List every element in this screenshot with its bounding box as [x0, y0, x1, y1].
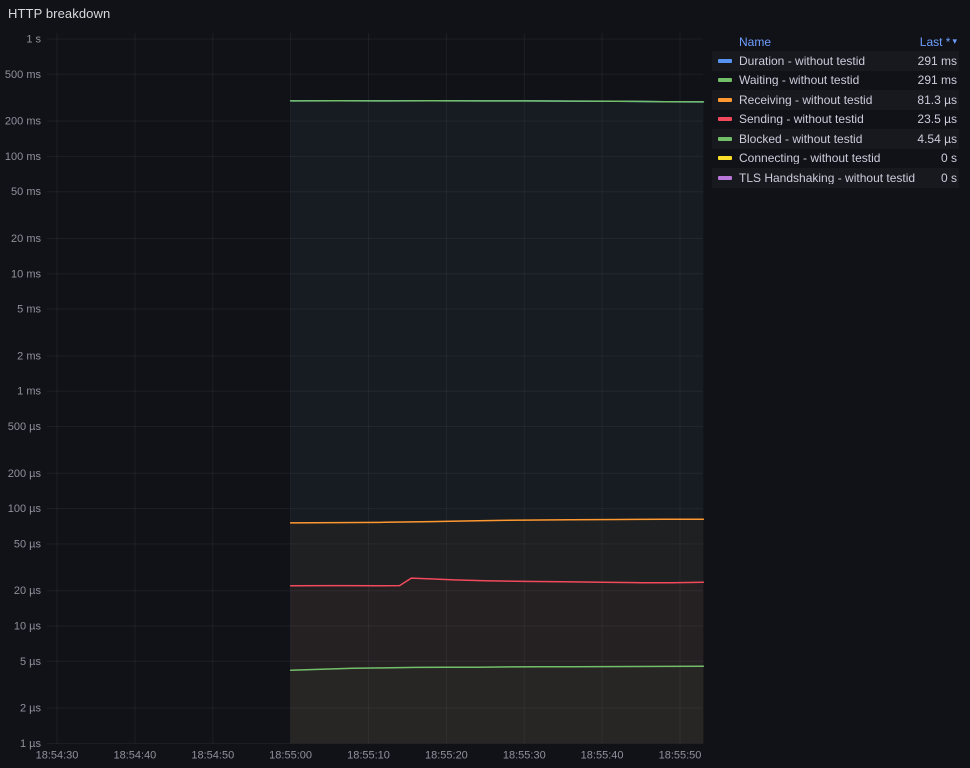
- legend-header-last-label: Last *: [919, 34, 951, 49]
- legend-series-label[interactable]: Connecting - without testid: [739, 152, 881, 165]
- legend-series-value: 4.54 µs: [917, 131, 957, 146]
- x-tick-label: 18:54:30: [36, 750, 79, 762]
- x-axis-labels: 18:54:30 18:54:40 18:54:50 18:55:00 18:55:10…: [36, 750, 702, 762]
- x-tick-label: 18:55:10: [347, 750, 390, 762]
- y-tick-label: 2 ms: [17, 350, 41, 362]
- legend-series-value: 23.5 µs: [917, 112, 957, 127]
- y-tick-label: 200 ms: [5, 116, 42, 128]
- x-tick-label: 18:55:20: [425, 750, 468, 762]
- series-fills: [291, 101, 704, 744]
- series-line-receiving-without-testid: [289, 518, 705, 524]
- legend-rows: Duration - without testid 291 ms Waiting -…: [712, 51, 959, 188]
- legend-series-value: 81.3 µs: [917, 92, 957, 107]
- x-tick-label: 18:55:30: [503, 750, 546, 762]
- legend-row[interactable]: Blocked - without testid 4.54 µs: [712, 129, 959, 149]
- x-tick-label: 18:54:40: [113, 750, 156, 762]
- series-color-icon: [718, 156, 732, 161]
- y-tick-label: 1 µs: [20, 738, 42, 750]
- y-tick-label: 5 µs: [20, 656, 42, 668]
- y-tick-label: 5 ms: [17, 304, 41, 316]
- y-tick-label: 1 s: [26, 34, 41, 46]
- legend-row[interactable]: Connecting - without testid 0 s: [712, 149, 959, 169]
- series-lines: [289, 99, 705, 671]
- legend-row[interactable]: Waiting - without testid 291 ms: [712, 71, 959, 91]
- legend-series-value: 291 ms: [917, 73, 957, 88]
- grid-lines: [47, 33, 703, 744]
- series-color-icon: [718, 175, 732, 180]
- x-tick-label: 18:54:50: [191, 750, 234, 762]
- y-tick-label: 1 ms: [17, 386, 41, 398]
- y-tick-label: 500 ms: [5, 69, 42, 81]
- y-tick-label: 50 µs: [14, 538, 42, 550]
- y-tick-label: 100 µs: [8, 503, 42, 515]
- legend-series-label[interactable]: TLS Handshaking - without testid: [739, 171, 916, 184]
- y-tick-label: 10 ms: [11, 268, 41, 280]
- y-tick-label: 10 µs: [14, 621, 42, 633]
- y-tick-label: 20 ms: [11, 233, 41, 245]
- legend-series-label[interactable]: Receiving - without testid: [739, 93, 873, 106]
- y-tick-label: 20 µs: [14, 585, 42, 597]
- legend-row[interactable]: Receiving - without testid 81.3 µs: [712, 90, 959, 110]
- y-tick-label: 100 ms: [5, 151, 42, 163]
- x-tick-label: 18:55:00: [269, 750, 312, 762]
- legend-row[interactable]: TLS Handshaking - without testid 0 s: [712, 168, 959, 188]
- x-tick-label: 18:55:40: [581, 750, 624, 762]
- x-tick-label: 18:55:50: [659, 750, 702, 762]
- series-line-sending-without-testid: [289, 577, 705, 587]
- panel-title[interactable]: HTTP breakdown: [8, 6, 111, 21]
- legend-row[interactable]: Sending - without testid 23.5 µs: [712, 110, 959, 130]
- legend-series-value: 291 ms: [917, 53, 957, 68]
- series-color-icon: [718, 58, 732, 63]
- series-color-icon: [718, 78, 732, 83]
- legend-header-last-sort[interactable]: Last * ▾: [920, 36, 957, 48]
- sort-desc-icon: ▾: [952, 36, 957, 46]
- legend-table: Name Last * ▾ Duration - without testid 2…: [712, 32, 959, 188]
- series-fill-blocked-without-testid: [291, 666, 704, 743]
- legend-series-label[interactable]: Sending - without testid: [739, 113, 864, 126]
- legend-series-label[interactable]: Duration - without testid: [739, 54, 866, 67]
- y-tick-label: 500 µs: [8, 421, 42, 433]
- legend-header-name[interactable]: Name: [739, 34, 772, 49]
- legend-row[interactable]: Duration - without testid 291 ms: [712, 51, 959, 71]
- series-color-icon: [718, 136, 732, 141]
- series-line-blocked-without-testid: [289, 665, 705, 671]
- legend-series-value: 0 s: [940, 151, 957, 166]
- y-tick-label: 50 ms: [11, 186, 41, 198]
- y-tick-label: 200 µs: [8, 468, 42, 480]
- legend-series-label[interactable]: Waiting - without testid: [739, 74, 860, 87]
- series-color-icon: [718, 117, 732, 122]
- legend-series-label[interactable]: Blocked - without testid: [739, 132, 863, 145]
- series-color-icon: [718, 97, 732, 102]
- y-axis-labels: 1 s 500 ms 200 ms 100 ms 50 ms 20 ms 10 ms 5 ms…: [5, 34, 42, 750]
- series-line-waiting-without-testid: [289, 99, 705, 103]
- legend-header: Name Last * ▾: [712, 32, 959, 51]
- y-tick-label: 2 µs: [20, 703, 42, 715]
- legend-series-value: 0 s: [940, 170, 957, 185]
